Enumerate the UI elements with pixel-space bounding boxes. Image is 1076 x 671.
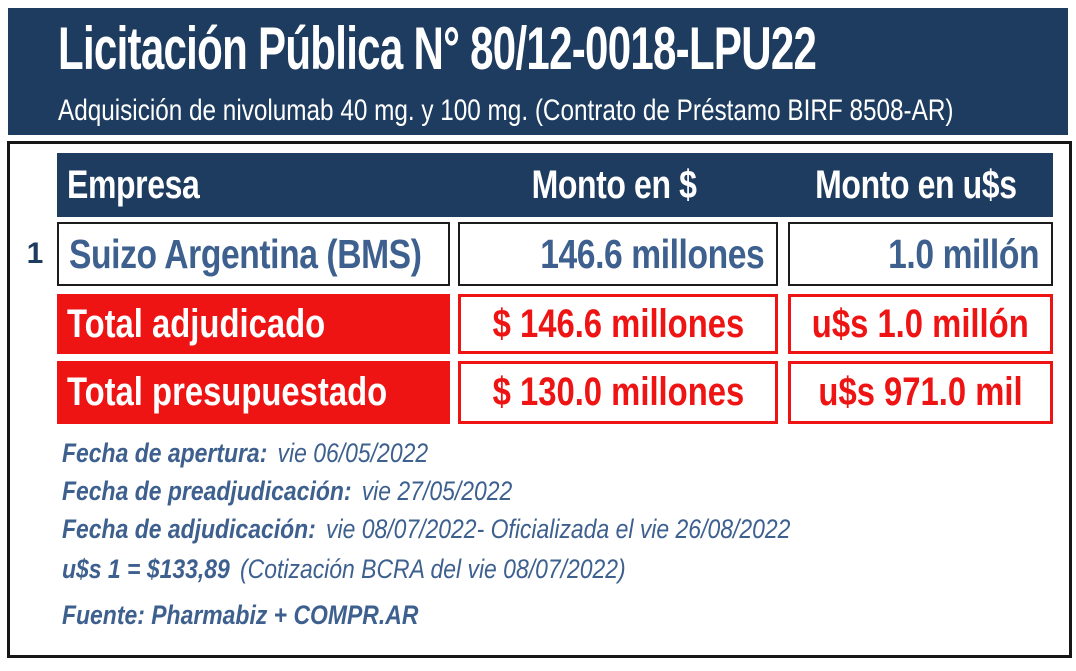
table-row-pesos-cell: 146.6 millones [458, 222, 778, 286]
note-label: Fuente: Pharmabiz + COMPR.AR [62, 599, 419, 630]
column-header-monto-pesos-label: Monto en $ [531, 162, 697, 207]
total-presupuestado-usd-cell: u$s 971.0 mil [788, 361, 1053, 424]
table-row-usd-cell: 1.0 millón [788, 222, 1053, 286]
total-presupuestado-usd: u$s 971.0 mil [818, 370, 1023, 414]
table-row-company-cell: Suizo Argentina (BMS) [57, 222, 450, 286]
page-title: Licitación Pública N° 80/12-0018-LPU22 [58, 15, 817, 82]
note-label: Fecha de preadjudicación: [62, 475, 352, 506]
total-presupuestado-label: Total presupuestado [67, 370, 388, 414]
note-fuente: Fuente: Pharmabiz + COMPR.AR [62, 597, 493, 633]
note-fecha-preadjudicacion: Fecha de preadjudicación: vie 27/05/2022 [62, 473, 592, 509]
page-subtitle: Adquisición de nivolumab 40 mg. y 100 mg… [58, 94, 954, 127]
total-adjudicado-label-cell: Total adjudicado [57, 294, 450, 354]
note-value: (Cotización BCRA del vie 08/07/2022) [240, 553, 626, 584]
note-fecha-apertura: Fecha de apertura: vie 06/05/2022 [62, 435, 493, 471]
note-label: Fecha de apertura: [62, 437, 268, 468]
column-header-monto-usd: Monto en u$s [778, 153, 1053, 217]
total-adjudicado-usd-cell: u$s 1.0 millón [788, 294, 1053, 354]
company-amount-pesos: 146.6 millones [539, 230, 765, 277]
note-label: Fecha de adjudicación: [62, 513, 316, 544]
note-value: vie 06/05/2022 [277, 437, 429, 468]
column-header-monto-pesos: Monto en $ [450, 153, 778, 217]
note-value: vie 08/07/2022- Oficializada el vie 26/0… [325, 513, 791, 544]
total-adjudicado-usd: u$s 1.0 millón [812, 301, 1029, 346]
company-name: Suizo Argentina (BMS) [69, 230, 422, 277]
total-presupuestado-pesos-cell: $ 130.0 millones [458, 361, 778, 424]
content-box: Empresa Monto en $ Monto en u$s 1 Suizo … [7, 141, 1072, 658]
company-amount-usd: 1.0 millón [888, 230, 1039, 277]
note-label: u$s 1 = $133,89 [62, 553, 230, 584]
total-adjudicado-pesos-cell: $ 146.6 millones [458, 294, 778, 354]
total-adjudicado-pesos: $ 146.6 millones [492, 301, 744, 346]
column-header-monto-usd-label: Monto en u$s [814, 162, 1017, 207]
total-adjudicado-label: Total adjudicado [67, 301, 326, 346]
note-fecha-adjudicacion: Fecha de adjudicación: vie 08/07/2022- Of… [62, 511, 919, 547]
header-band: Licitación Pública N° 80/12-0018-LPU22 A… [8, 8, 1068, 135]
total-presupuestado-label-cell: Total presupuestado [57, 361, 450, 424]
total-presupuestado-pesos: $ 130.0 millones [492, 370, 744, 414]
note-cotizacion: u$s 1 = $133,89 (Cotización BCRA del vie … [62, 551, 725, 587]
column-header-empresa: Empresa [57, 153, 450, 217]
table-header-row: Empresa Monto en $ Monto en u$s [57, 153, 1053, 217]
column-header-empresa-label: Empresa [67, 162, 200, 207]
row-number: 1 [26, 237, 44, 270]
note-value: vie 27/05/2022 [361, 475, 513, 506]
